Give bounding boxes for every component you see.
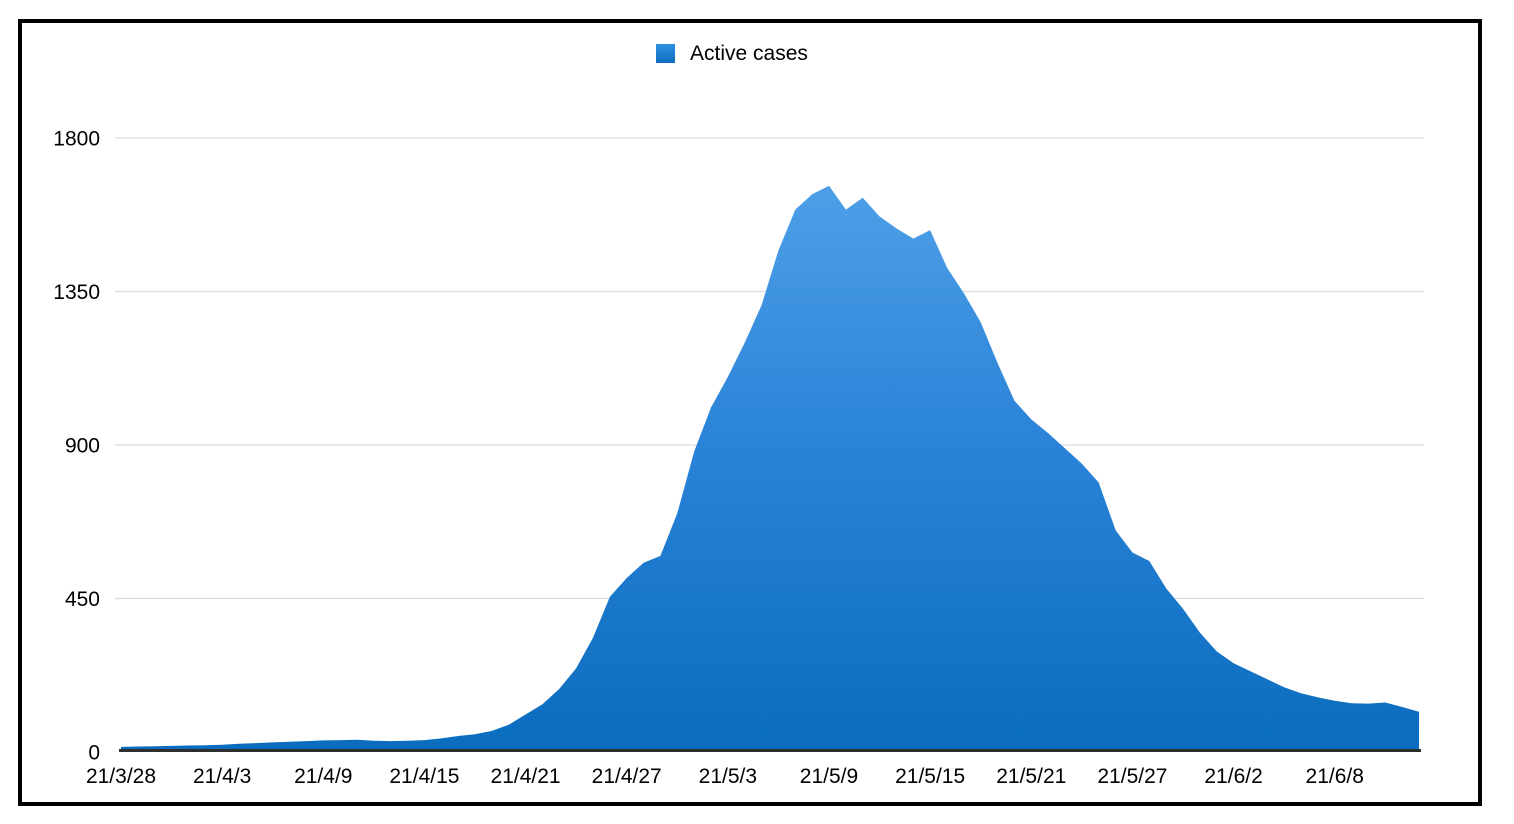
y-tick-label: 0 (88, 742, 100, 765)
x-tick-label: 21/5/3 (699, 765, 757, 788)
x-tick-label: 21/4/21 (491, 765, 561, 788)
legend-swatch-icon (656, 44, 675, 63)
x-tick-label: 21/5/27 (1097, 765, 1167, 788)
y-tick-label: 450 (65, 588, 100, 611)
x-tick-label: 21/4/3 (193, 765, 251, 788)
y-tick-label: 1800 (53, 128, 100, 151)
legend: Active cases (656, 43, 808, 64)
x-tick-label: 21/4/15 (389, 765, 459, 788)
legend-label: Active cases (690, 42, 808, 65)
x-tick-label: 21/5/9 (800, 765, 858, 788)
x-tick-label: 21/4/9 (294, 765, 352, 788)
active-cases-area (121, 185, 1419, 752)
x-tick-label: 21/3/28 (86, 765, 156, 788)
x-tick-label: 21/6/2 (1204, 765, 1262, 788)
x-tick-label: 21/6/8 (1306, 765, 1364, 788)
y-tick-label: 900 (65, 435, 100, 458)
y-tick-label: 1350 (53, 281, 100, 304)
x-tick-label: 21/5/15 (895, 765, 965, 788)
x-tick-label: 21/5/21 (996, 765, 1066, 788)
x-tick-label: 21/4/27 (592, 765, 662, 788)
